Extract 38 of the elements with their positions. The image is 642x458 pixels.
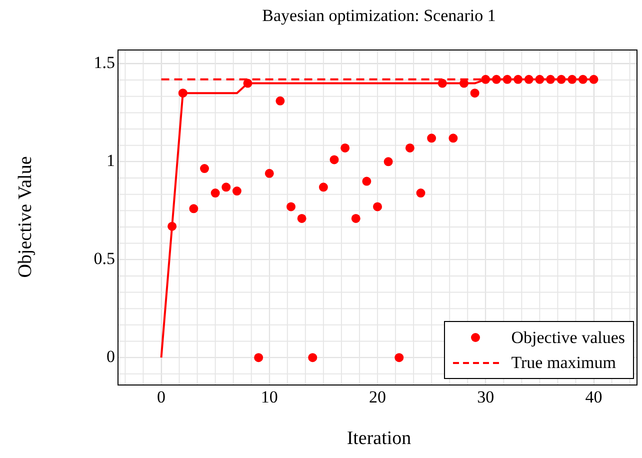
point bbox=[470, 88, 480, 98]
x-axis-title: Iteration bbox=[346, 428, 412, 450]
chart-title: Bayesian optimization: Scenario 1 bbox=[261, 6, 497, 26]
point bbox=[318, 182, 328, 192]
legend-label: True maximum bbox=[511, 352, 616, 372]
y-tick-label: 0.5 bbox=[94, 249, 115, 268]
y-tick-label: 1.5 bbox=[94, 53, 115, 72]
point bbox=[351, 214, 360, 223]
point bbox=[384, 157, 393, 166]
point bbox=[200, 164, 209, 174]
point bbox=[308, 353, 318, 362]
x-tick-label: 30 bbox=[477, 388, 494, 407]
point bbox=[373, 202, 382, 212]
x-tick-label: 20 bbox=[369, 388, 386, 407]
legend-label: Objective values bbox=[511, 328, 625, 348]
y-tick-label: 0 bbox=[106, 347, 115, 366]
point bbox=[254, 353, 264, 362]
point bbox=[276, 96, 285, 106]
point bbox=[330, 155, 339, 164]
x-tick-label: 10 bbox=[260, 388, 278, 407]
point bbox=[340, 143, 350, 152]
point bbox=[210, 188, 220, 198]
point bbox=[264, 168, 274, 178]
point bbox=[297, 214, 306, 223]
point bbox=[416, 188, 426, 198]
y-tick-label: 1 bbox=[106, 151, 115, 170]
point bbox=[362, 176, 372, 186]
point bbox=[394, 353, 404, 362]
x-tick-label: 40 bbox=[585, 388, 602, 407]
point bbox=[189, 204, 198, 214]
point bbox=[222, 182, 231, 192]
y-axis-title: Objective Value bbox=[15, 156, 37, 278]
point bbox=[286, 202, 296, 212]
x-tick-label: 0 bbox=[157, 388, 166, 407]
point bbox=[448, 134, 458, 143]
point bbox=[232, 186, 242, 196]
point bbox=[427, 134, 436, 143]
point bbox=[405, 143, 414, 152]
